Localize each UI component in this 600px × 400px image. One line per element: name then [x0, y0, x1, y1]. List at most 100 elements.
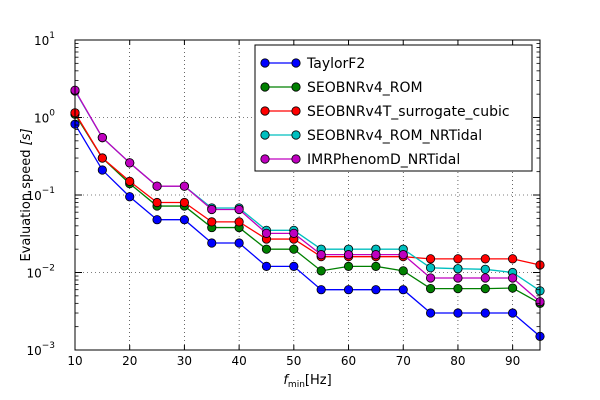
- legend-marker: [291, 130, 301, 140]
- y-axis-label-unit: [s]: [19, 128, 34, 145]
- data-point: [453, 283, 463, 294]
- data-point: [289, 228, 299, 238]
- data-point: [261, 244, 272, 254]
- legend-marker: [260, 106, 270, 116]
- series-layer: [70, 85, 545, 341]
- data-point: [234, 204, 244, 215]
- data-point: [398, 266, 408, 276]
- x-tick-label: 50: [286, 354, 301, 368]
- legend-marker: [291, 106, 301, 116]
- data-point: [289, 261, 299, 271]
- data-point: [425, 254, 436, 264]
- data-point: [179, 215, 190, 225]
- data-point: [453, 308, 463, 318]
- data-point: [261, 261, 272, 271]
- x-tick-label: 40: [231, 354, 246, 368]
- legend-marker: [291, 82, 301, 92]
- y-tick-label-exp: 0: [49, 109, 55, 119]
- ticks: [74, 39, 540, 351]
- y-tick-label-base: 10: [26, 267, 41, 281]
- x-tick-label: 60: [341, 354, 356, 368]
- x-axis-label-main: f: [283, 373, 290, 388]
- legend-item: TaylorF2: [260, 56, 365, 72]
- y-tick-label-exp: 1: [49, 31, 55, 41]
- data-point: [289, 244, 299, 254]
- y-tick-label: 100: [34, 109, 55, 126]
- legend-item: IMRPhenomD_NRTidal: [260, 152, 460, 168]
- data-point: [398, 285, 408, 295]
- data-point: [125, 192, 135, 202]
- data-point: [425, 283, 436, 294]
- y-tick-label: 101: [34, 31, 55, 48]
- legend-item: SEOBNRv4_ROM_NRTidal: [260, 128, 482, 144]
- data-point: [234, 217, 244, 227]
- data-point: [480, 264, 490, 274]
- data-point: [97, 165, 107, 175]
- data-point: [343, 250, 354, 260]
- y-tick-label-exp: −1: [42, 186, 55, 196]
- legend-label: SEOBNRv4T_surrogate_cubic: [307, 104, 510, 120]
- legend: TaylorF2 SEOBNRv4_ROM SEOBNRv4T_surrogate_…: [254, 44, 533, 172]
- data-point: [125, 176, 135, 186]
- data-point: [453, 273, 463, 283]
- data-point: [508, 254, 518, 264]
- y-tick-label: 10−1: [26, 186, 55, 203]
- data-point: [425, 308, 436, 318]
- data-point: [316, 285, 326, 295]
- data-point: [179, 197, 190, 208]
- y-tick-label-base: 10: [26, 189, 41, 203]
- legend-marker: [291, 154, 301, 164]
- x-axis-label-unit: [Hz]: [305, 373, 332, 388]
- x-axis-label-sub: min: [288, 380, 305, 390]
- x-axis-label: fmin[Hz]: [283, 373, 331, 390]
- data-point: [152, 181, 162, 191]
- y-tick-label-exp: −2: [42, 264, 55, 274]
- data-point: [508, 273, 518, 283]
- y-tick-label-exp: −3: [42, 341, 55, 351]
- data-point: [425, 273, 436, 283]
- data-point: [398, 250, 408, 260]
- data-point: [316, 266, 326, 276]
- data-point: [508, 283, 518, 293]
- data-point: [152, 197, 162, 208]
- data-point: [207, 204, 217, 215]
- legend-marker: [291, 58, 301, 68]
- data-point: [261, 228, 272, 238]
- data-point: [179, 181, 190, 191]
- data-point: [453, 254, 463, 264]
- data-point: [97, 153, 107, 163]
- data-point: [234, 238, 244, 248]
- data-point: [371, 285, 381, 295]
- x-tick-label: 20: [122, 354, 137, 368]
- x-tick-label: 80: [450, 354, 465, 368]
- data-point: [371, 250, 381, 260]
- x-tick-label: 10: [67, 354, 82, 368]
- y-tick-label-base: 10: [34, 34, 49, 48]
- series-IMRPhenomD_NRTidal: [70, 85, 545, 307]
- legend-marker: [260, 130, 270, 140]
- y-tick-label-base: 10: [34, 112, 49, 126]
- data-point: [480, 283, 490, 294]
- data-point: [125, 158, 135, 168]
- y-tick-label-base: 10: [26, 344, 41, 358]
- data-point: [453, 264, 463, 274]
- legend-label: IMRPhenomD_NRTidal: [307, 152, 460, 168]
- legend-marker: [260, 58, 270, 68]
- data-point: [425, 263, 436, 273]
- data-point: [343, 285, 354, 295]
- legend-item: SEOBNRv4T_surrogate_cubic: [260, 104, 510, 120]
- data-point: [97, 133, 107, 143]
- data-point: [480, 273, 490, 283]
- y-axis-label-main: Evaluation speed: [19, 145, 34, 261]
- data-point: [508, 308, 518, 318]
- y-tick-label: 10−2: [26, 264, 55, 281]
- data-point: [207, 217, 217, 227]
- data-point: [343, 261, 354, 271]
- data-point: [480, 254, 490, 264]
- legend-marker: [260, 154, 270, 164]
- x-tick-label: 90: [505, 354, 520, 368]
- x-tick-label: 30: [177, 354, 192, 368]
- data-point: [371, 261, 381, 271]
